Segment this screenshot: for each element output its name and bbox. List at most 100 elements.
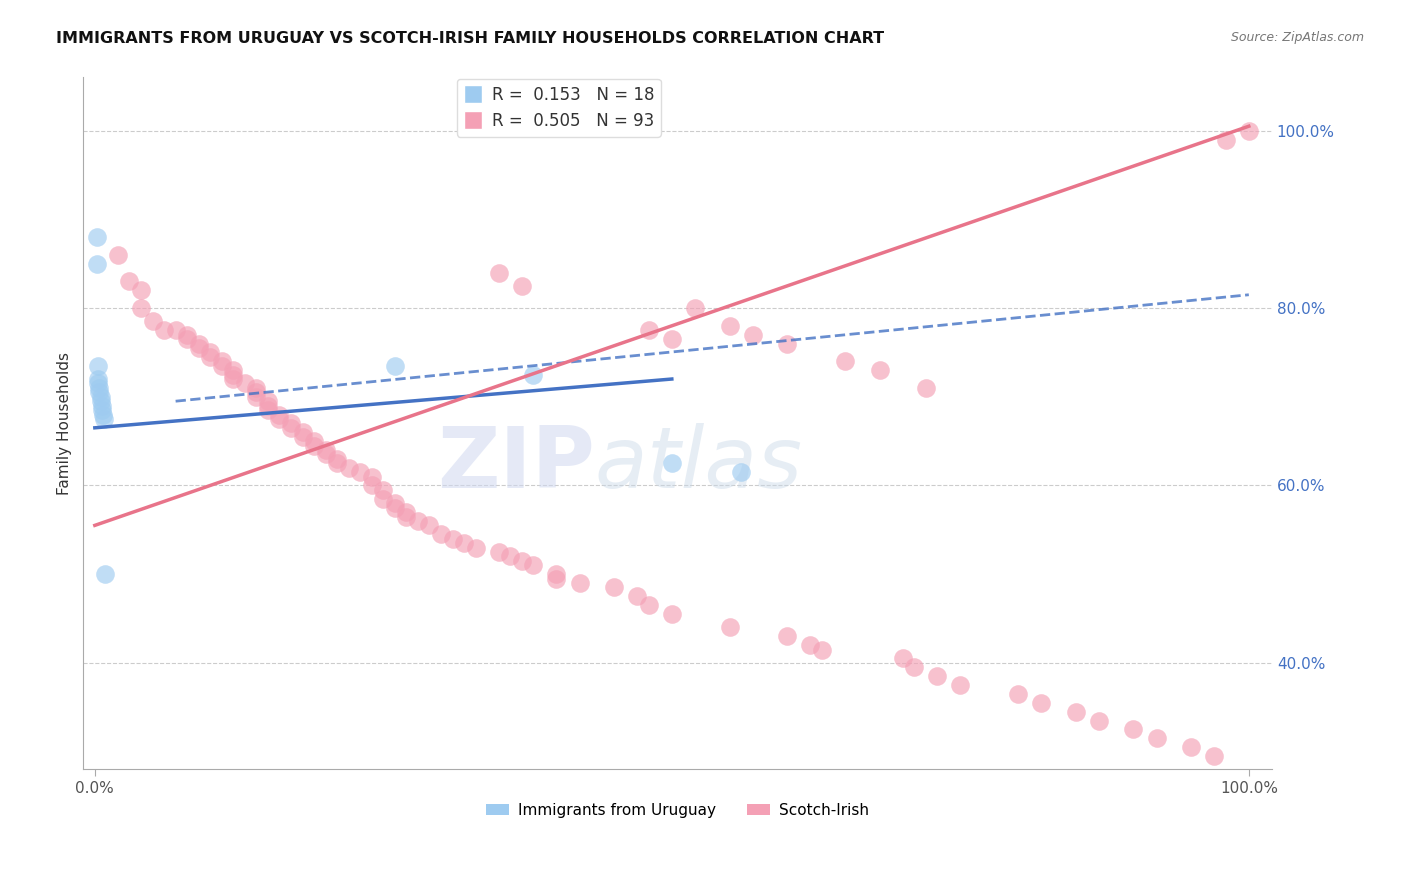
Point bbox=[510, 278, 533, 293]
Point bbox=[176, 327, 198, 342]
Text: IMMIGRANTS FROM URUGUAY VS SCOTCH-IRISH FAMILY HOUSEHOLDS CORRELATION CHART: IMMIGRANTS FROM URUGUAY VS SCOTCH-IRISH … bbox=[56, 31, 884, 46]
Point bbox=[118, 275, 141, 289]
Text: Source: ZipAtlas.com: Source: ZipAtlas.com bbox=[1230, 31, 1364, 45]
Point bbox=[165, 323, 187, 337]
Point bbox=[257, 399, 280, 413]
Point bbox=[661, 607, 683, 621]
Point bbox=[257, 394, 280, 409]
Point bbox=[222, 368, 245, 382]
Point bbox=[811, 642, 834, 657]
Point bbox=[187, 341, 209, 355]
Point bbox=[499, 549, 522, 564]
Point bbox=[384, 359, 406, 373]
Point bbox=[1007, 687, 1029, 701]
Point bbox=[1064, 705, 1087, 719]
Point bbox=[280, 417, 302, 431]
Point bbox=[373, 491, 395, 506]
Point bbox=[257, 403, 280, 417]
Point bbox=[90, 394, 112, 409]
Point bbox=[141, 314, 163, 328]
Point bbox=[718, 318, 741, 333]
Point bbox=[87, 359, 110, 373]
Point bbox=[211, 359, 233, 373]
Point bbox=[90, 403, 112, 417]
Point bbox=[245, 390, 267, 404]
Point bbox=[302, 434, 325, 449]
Point bbox=[441, 532, 464, 546]
Point bbox=[280, 421, 302, 435]
Point bbox=[337, 460, 360, 475]
Point bbox=[661, 456, 683, 470]
Point bbox=[730, 465, 752, 479]
Point bbox=[315, 442, 337, 457]
Point bbox=[94, 567, 117, 582]
Point bbox=[349, 465, 371, 479]
Text: ZIP: ZIP bbox=[437, 424, 595, 507]
Point bbox=[637, 598, 659, 612]
Point bbox=[90, 399, 112, 413]
Point bbox=[741, 327, 763, 342]
Point bbox=[373, 483, 395, 497]
Point bbox=[453, 536, 475, 550]
Point bbox=[661, 332, 683, 346]
Point bbox=[395, 509, 418, 524]
Point bbox=[302, 438, 325, 452]
Point bbox=[1122, 723, 1144, 737]
Point bbox=[903, 660, 925, 674]
Point bbox=[1215, 132, 1237, 146]
Point bbox=[291, 430, 314, 444]
Point bbox=[360, 469, 382, 483]
Point bbox=[522, 368, 544, 382]
Point bbox=[326, 456, 349, 470]
Point bbox=[464, 541, 486, 555]
Point bbox=[87, 372, 110, 386]
Point bbox=[1088, 714, 1111, 728]
Point bbox=[914, 381, 936, 395]
Point bbox=[89, 385, 111, 400]
Point bbox=[510, 554, 533, 568]
Point bbox=[568, 576, 591, 591]
Point bbox=[718, 620, 741, 634]
Point bbox=[546, 572, 568, 586]
Point bbox=[488, 545, 510, 559]
Point bbox=[222, 372, 245, 386]
Point bbox=[869, 363, 891, 377]
Point bbox=[418, 518, 440, 533]
Point bbox=[93, 412, 115, 426]
Point bbox=[91, 408, 114, 422]
Point bbox=[949, 678, 972, 692]
Point bbox=[86, 257, 108, 271]
Point bbox=[799, 638, 821, 652]
Point bbox=[245, 381, 267, 395]
Point bbox=[211, 354, 233, 368]
Point bbox=[129, 283, 152, 297]
Point bbox=[245, 385, 267, 400]
Point bbox=[384, 496, 406, 510]
Point bbox=[626, 590, 648, 604]
Point bbox=[1029, 696, 1052, 710]
Point bbox=[200, 345, 222, 359]
Point bbox=[522, 558, 544, 573]
Point bbox=[776, 336, 799, 351]
Point bbox=[488, 266, 510, 280]
Point bbox=[776, 629, 799, 643]
Point bbox=[129, 301, 152, 315]
Point bbox=[1237, 123, 1260, 137]
Point bbox=[1146, 731, 1168, 746]
Point bbox=[269, 408, 291, 422]
Text: atlas: atlas bbox=[595, 424, 803, 507]
Point bbox=[153, 323, 176, 337]
Point bbox=[326, 451, 349, 466]
Point bbox=[176, 332, 198, 346]
Point bbox=[406, 514, 429, 528]
Point bbox=[834, 354, 856, 368]
Point bbox=[187, 336, 209, 351]
Point bbox=[291, 425, 314, 440]
Point bbox=[315, 447, 337, 461]
Point bbox=[360, 478, 382, 492]
Point bbox=[603, 581, 626, 595]
Point bbox=[927, 669, 949, 683]
Point bbox=[222, 363, 245, 377]
Legend: Immigrants from Uruguay, Scotch-Irish: Immigrants from Uruguay, Scotch-Irish bbox=[479, 797, 875, 824]
Point bbox=[107, 248, 129, 262]
